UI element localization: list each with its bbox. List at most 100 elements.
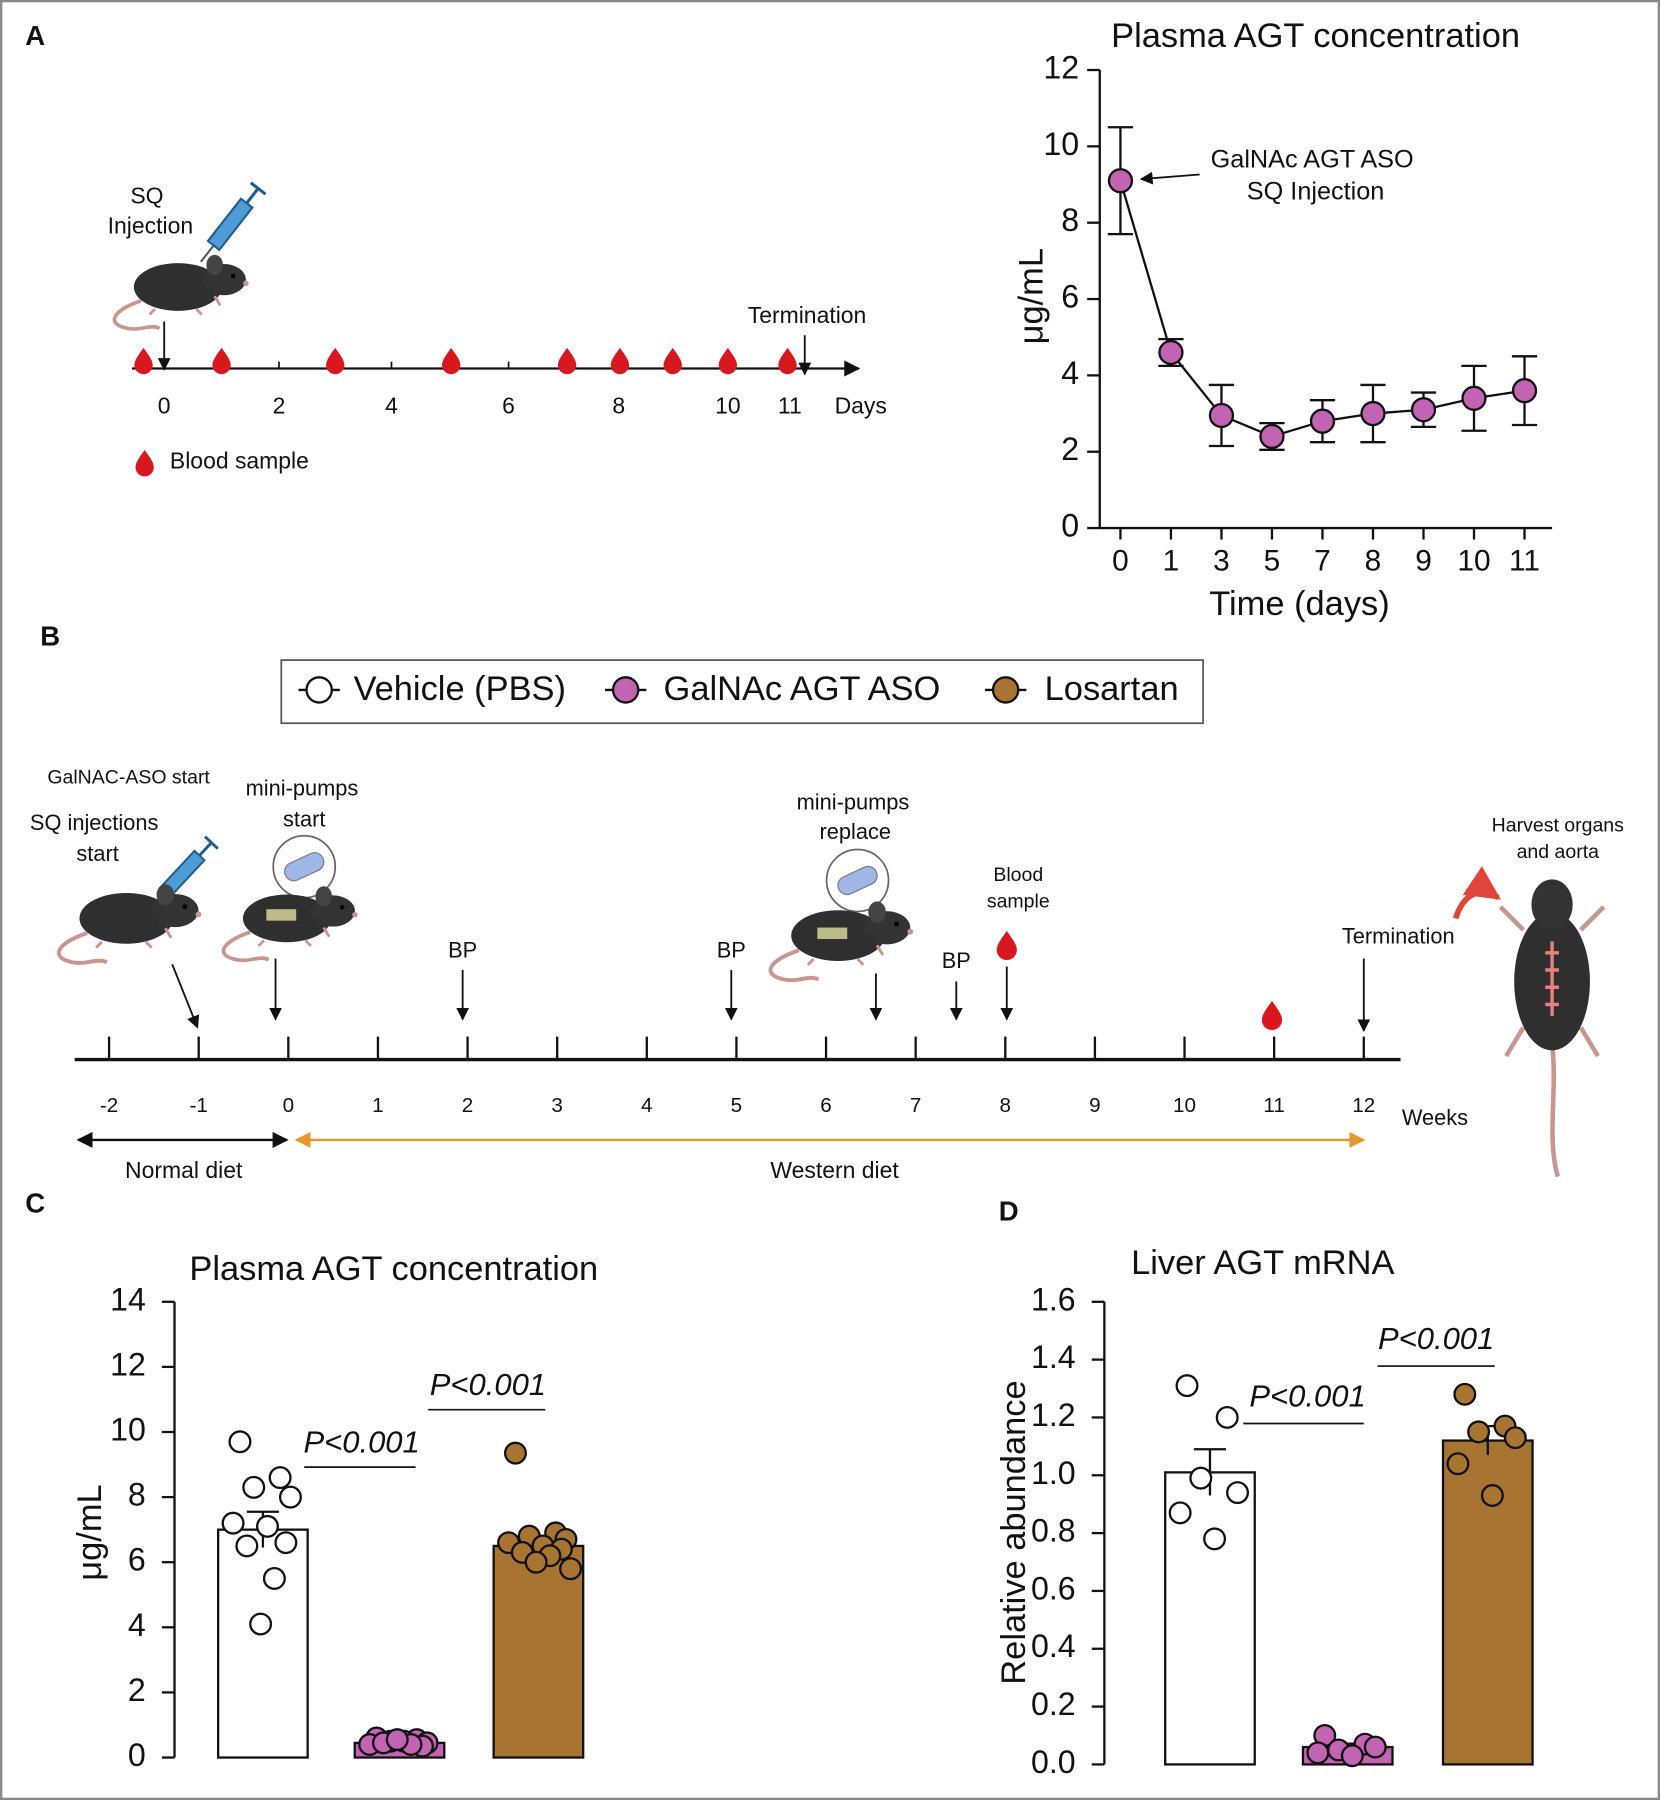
panel-label: D [999,1196,1019,1227]
mouse-limbs [1498,905,1606,1058]
data-point [524,1550,548,1574]
pump [817,927,848,940]
label: mini-pumps [246,776,359,801]
label: GalNAC-ASO start [47,766,210,788]
mouse-tail [221,930,270,963]
y-tick-label: 0.8 [1031,1513,1076,1549]
label: 11 [1263,1094,1284,1117]
legend-label: Losartan [1045,670,1179,708]
x-tick-label: 10 [1457,544,1490,577]
y-tick-label: 4 [128,1607,146,1643]
data-point [1446,1452,1470,1476]
data-point [1215,1405,1239,1429]
label: 10 [1173,1094,1196,1117]
data-point [1453,1382,1477,1406]
legend-box [280,659,1204,725]
x-tick-label: 11 [1509,544,1540,577]
data-point [1168,1501,1192,1525]
data-point [1175,1374,1199,1398]
data-point [235,1534,259,1558]
mouse-head [1531,879,1573,930]
y-tick-label: 2 [1061,431,1079,467]
y-tick-label: 6 [1061,279,1079,315]
label: 1 [372,1094,384,1117]
data-point [256,1514,279,1538]
mouse-ear [315,886,333,907]
label: start [283,807,325,832]
legend-marker [611,676,640,704]
mouse-tail [57,931,108,965]
y-tick-label: 6 [128,1542,146,1578]
label: Blood sample [170,448,309,474]
arrow [1139,171,1200,185]
mouse-illustration [768,901,914,983]
label: BP [448,937,477,962]
blood-drop [212,347,231,375]
mouse-body [133,263,223,311]
mouse-illustration [57,884,202,965]
label: 0 [283,1094,295,1117]
label: 6 [502,393,515,419]
syringe [200,181,267,263]
label: 7 [910,1094,922,1117]
x-tick-label: 0 [1112,544,1129,577]
mouse-eye [894,921,900,927]
blood-drop [557,347,577,375]
mouse-feet [95,927,173,949]
data-point [1340,1744,1364,1768]
y-tick-label: 10 [110,1411,146,1447]
x-tick-label: 3 [1213,544,1230,577]
y-tick-label: 1.4 [1031,1339,1076,1375]
y-axis-label: μg/mL [1012,248,1050,344]
data-point [1461,385,1487,411]
label: Days [835,393,887,419]
legend-marker [991,676,1020,704]
label: sample [987,890,1050,912]
data-point [385,1728,409,1752]
data-point [1306,1741,1330,1765]
panel-label: C [25,1188,45,1219]
y-tick-label: 2 [128,1672,146,1708]
label: Termination [1342,924,1455,949]
label: -2 [100,1094,118,1117]
p-value: P<0.001 [303,1424,419,1459]
mouse-illustration [221,886,358,963]
label: -1 [190,1094,208,1117]
label: replace [820,819,891,844]
data-point [503,1441,527,1465]
data-point [1511,378,1538,404]
y-tick-label: 12 [110,1346,146,1382]
data-point [249,1612,273,1636]
y-tick-label: 14 [110,1281,146,1317]
y-tick-label: 12 [1043,50,1079,86]
needle [200,244,215,263]
mouse-nose [243,280,249,287]
data-point [278,1485,302,1509]
plunger [198,835,219,857]
label: 8 [1000,1094,1012,1117]
mouse-body [79,892,174,944]
label: 9 [1089,1094,1101,1117]
x-tick-label: 1 [1163,544,1180,577]
data-point [1360,400,1386,427]
y-axis-label: Relative abundance [995,1380,1033,1684]
mouse-nose [907,928,914,935]
arrow [171,963,200,1029]
data-point [1189,1466,1213,1490]
chart-title: Plasma AGT concentration [189,1250,598,1288]
label: BP [942,948,971,973]
aorta [1545,941,1559,1016]
label: 2 [273,393,286,419]
annotation: GalNAc AGT ASO [1211,145,1414,173]
mouse-feet [806,944,885,966]
data-point [1208,402,1235,429]
data-point [268,1466,292,1490]
blood-drop [778,347,797,375]
mouse-feet [257,926,331,947]
label: 4 [641,1094,652,1117]
blood-drop [996,930,1017,961]
data-point [221,1511,245,1535]
y-tick-label: 4 [1061,355,1079,391]
